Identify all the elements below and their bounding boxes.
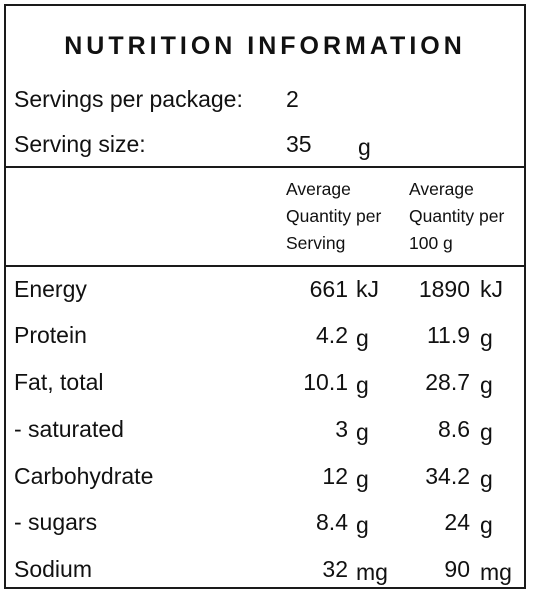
column-header-per-100g-line: Quantity per <box>409 206 505 226</box>
nutrition-panel: NUTRITION INFORMATION Servings per packa… <box>4 4 526 589</box>
sodium-per-serving: 32 <box>322 556 348 582</box>
energy-per-serving: 661 <box>309 276 348 302</box>
nutrient-name-sugars: - sugars <box>14 509 98 535</box>
energy-per-100g: 1890 <box>418 276 470 302</box>
column-header-per-100g-line: Average <box>409 179 474 199</box>
nutrient-name-fat-total: Fat, total <box>14 369 104 395</box>
saturated-per-100g-unit: g <box>480 419 493 445</box>
fat-total-per-100g-unit: g <box>480 372 493 398</box>
energy-per-serving-unit: kJ <box>356 276 379 302</box>
nutrient-name-protein: Protein <box>14 322 87 348</box>
protein-per-100g-unit: g <box>480 325 493 351</box>
carbohydrate-per-100g: 34.2 <box>425 463 470 489</box>
servings-value: 2 <box>286 86 299 112</box>
energy-per-100g-unit: kJ <box>480 276 503 302</box>
sodium-per-100g-unit: mg <box>480 559 512 585</box>
protein-per-100g: 11.9 <box>426 322 470 348</box>
saturated-per-serving: 3 <box>335 416 348 442</box>
column-header-per-100g-line: 100 g <box>409 233 453 253</box>
protein-per-serving: 4.2 <box>316 322 348 348</box>
servings-label: Servings per package: <box>14 86 243 112</box>
column-header-per-serving-line: Serving <box>286 233 346 253</box>
serving-size-unit: g <box>358 134 371 160</box>
sodium-per-100g: 90 <box>444 556 470 582</box>
sugars-per-serving-unit: g <box>356 512 369 538</box>
column-header-per-serving-line: Quantity per <box>286 206 382 226</box>
fat-total-per-serving-unit: g <box>356 372 369 398</box>
sugars-per-100g-unit: g <box>480 512 493 538</box>
header-divider-top <box>6 166 524 168</box>
saturated-per-serving-unit: g <box>356 419 369 445</box>
carbohydrate-per-serving-unit: g <box>356 466 369 492</box>
serving-size-label: Serving size: <box>14 131 146 157</box>
protein-per-serving-unit: g <box>356 325 369 351</box>
sodium-per-serving-unit: mg <box>356 559 388 585</box>
fat-total-per-100g: 28.7 <box>425 369 470 395</box>
header-divider-bottom <box>6 265 524 267</box>
sugars-per-100g: 24 <box>444 509 470 535</box>
sugars-per-serving: 8.4 <box>316 509 348 535</box>
serving-size-value: 35 <box>286 131 312 157</box>
saturated-per-100g: 8.6 <box>438 416 470 442</box>
nutrient-name-energy: Energy <box>14 276 87 302</box>
column-header-per-serving: Average Quantity per Serving <box>286 176 381 257</box>
fat-total-per-serving: 10.1 <box>303 369 348 395</box>
nutrient-name-carbohydrate: Carbohydrate <box>14 463 154 489</box>
column-header-per-serving-line: Average <box>286 179 351 199</box>
nutrient-name-sodium: Sodium <box>14 556 92 582</box>
panel-title: NUTRITION INFORMATION <box>64 32 466 60</box>
carbohydrate-per-serving: 12 <box>322 463 348 489</box>
carbohydrate-per-100g-unit: g <box>480 466 493 492</box>
nutrient-name-saturated: - saturated <box>14 416 124 442</box>
column-header-per-100g: Average Quantity per 100 g <box>409 176 504 257</box>
